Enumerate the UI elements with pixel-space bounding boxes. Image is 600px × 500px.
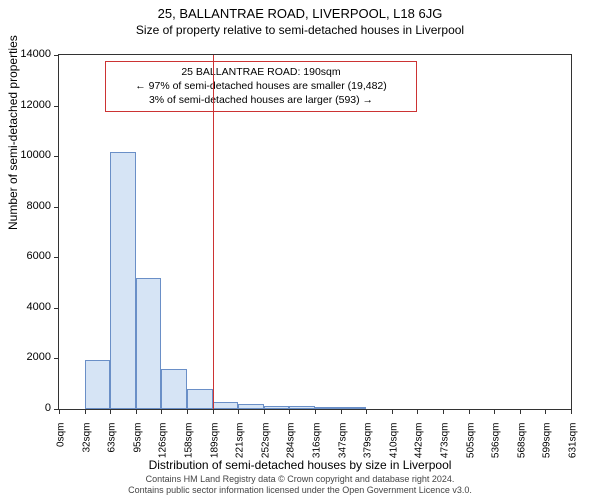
x-tick-mark (136, 409, 137, 414)
histogram-bar (341, 407, 367, 409)
x-tick-mark (289, 409, 290, 414)
x-tick-mark (161, 409, 162, 414)
y-tick-label: 14000 (13, 49, 51, 60)
x-tick-mark (85, 409, 86, 414)
x-axis-label: Distribution of semi-detached houses by … (0, 458, 600, 472)
x-tick-mark (59, 409, 60, 414)
annotation-box: 25 BALLANTRAE ROAD: 190sqm ← 97% of semi… (105, 61, 417, 112)
annotation-line3: 3% of semi-detached houses are larger (5… (112, 93, 410, 107)
histogram-bar (213, 402, 239, 409)
histogram-bar (187, 389, 213, 409)
y-tick-mark (54, 156, 59, 157)
x-tick-mark (341, 409, 342, 414)
histogram-bar (238, 404, 264, 409)
x-tick-mark (417, 409, 418, 414)
y-tick-label: 2000 (13, 352, 51, 363)
x-tick-mark (238, 409, 239, 414)
footer-text: Contains HM Land Registry data © Crown c… (0, 474, 600, 497)
y-tick-label: 12000 (13, 100, 51, 111)
histogram-bar (161, 369, 187, 409)
histogram-bar (289, 406, 315, 409)
x-tick-mark (315, 409, 316, 414)
y-tick-label: 8000 (13, 201, 51, 212)
x-tick-mark (520, 409, 521, 414)
annotation-line2: ← 97% of semi-detached houses are smalle… (112, 79, 410, 93)
reference-line (213, 55, 214, 409)
x-tick-mark (187, 409, 188, 414)
x-tick-mark (264, 409, 265, 414)
x-tick-mark (366, 409, 367, 414)
histogram-bar (315, 407, 341, 409)
chart-container: 25, BALLANTRAE ROAD, LIVERPOOL, L18 6JG … (0, 0, 600, 500)
y-tick-mark (54, 106, 59, 107)
x-tick-mark (443, 409, 444, 414)
x-tick-mark (469, 409, 470, 414)
x-tick-mark (545, 409, 546, 414)
chart-title: 25, BALLANTRAE ROAD, LIVERPOOL, L18 6JG (0, 0, 600, 21)
footer-line1: Contains HM Land Registry data © Crown c… (0, 474, 600, 485)
x-tick-mark (213, 409, 214, 414)
y-tick-label: 6000 (13, 251, 51, 262)
y-tick-label: 0 (13, 403, 51, 414)
x-tick-mark (571, 409, 572, 414)
y-tick-label: 10000 (13, 150, 51, 161)
histogram-bar (85, 360, 111, 409)
histogram-bar (110, 152, 136, 409)
y-tick-mark (54, 308, 59, 309)
y-tick-mark (54, 55, 59, 56)
plot-area: 25 BALLANTRAE ROAD: 190sqm ← 97% of semi… (58, 54, 572, 410)
x-tick-mark (110, 409, 111, 414)
x-tick-mark (392, 409, 393, 414)
y-tick-mark (54, 207, 59, 208)
x-tick-mark (494, 409, 495, 414)
histogram-bar (264, 406, 290, 409)
y-tick-mark (54, 257, 59, 258)
annotation-line1: 25 BALLANTRAE ROAD: 190sqm (112, 65, 410, 79)
y-tick-label: 4000 (13, 302, 51, 313)
histogram-bar (136, 278, 162, 409)
y-tick-mark (54, 358, 59, 359)
footer-line2: Contains public sector information licen… (0, 485, 600, 496)
chart-subtitle: Size of property relative to semi-detach… (0, 21, 600, 37)
